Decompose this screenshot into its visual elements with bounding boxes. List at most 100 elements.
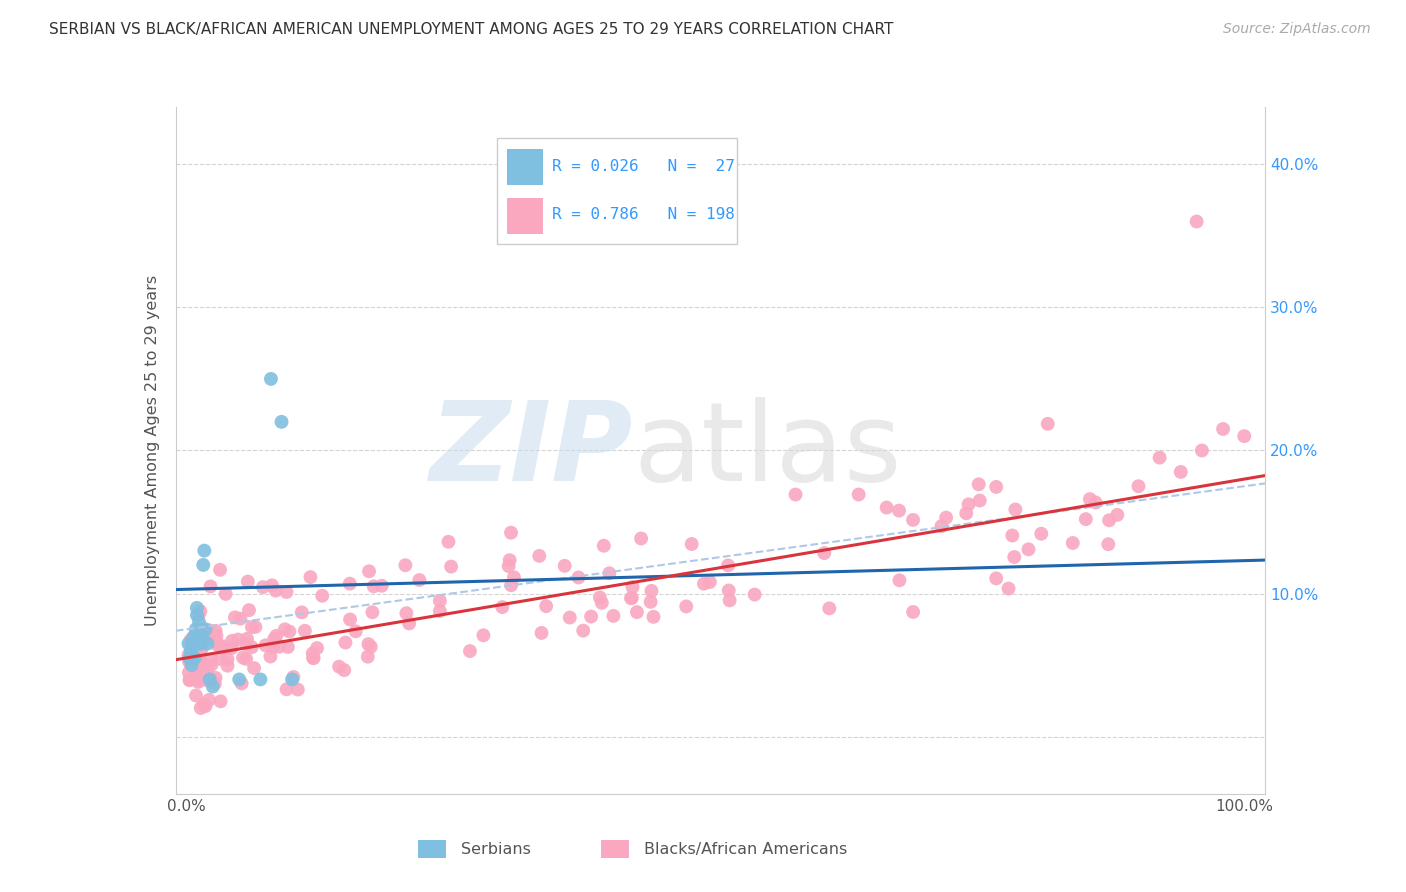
Point <box>270 415 292 429</box>
Point <box>572 624 595 638</box>
Point <box>626 605 648 619</box>
Point <box>217 658 239 673</box>
Point <box>190 623 212 637</box>
Point <box>339 612 361 626</box>
Point <box>1098 513 1121 527</box>
Point <box>177 637 200 651</box>
Point <box>360 640 382 654</box>
Point <box>177 648 200 662</box>
Point <box>967 477 990 491</box>
Point <box>429 604 451 618</box>
Point <box>193 698 215 712</box>
Point <box>180 654 202 668</box>
Point <box>717 583 740 598</box>
Text: atlas: atlas <box>633 397 901 504</box>
Point <box>262 640 284 654</box>
Point <box>1084 495 1107 509</box>
Point <box>245 620 267 634</box>
Point <box>1062 536 1084 550</box>
Point <box>177 665 200 680</box>
Point <box>200 624 222 639</box>
Point <box>1001 528 1024 542</box>
Point <box>228 673 250 687</box>
Point <box>398 616 420 631</box>
Point <box>681 537 703 551</box>
Point <box>240 620 263 634</box>
Point <box>335 635 357 649</box>
Point <box>263 632 285 646</box>
Point <box>217 652 239 666</box>
Point <box>194 699 217 714</box>
Point <box>194 623 217 637</box>
Point <box>184 623 207 637</box>
Point <box>621 580 644 594</box>
Point <box>1036 417 1059 431</box>
Point <box>221 633 243 648</box>
Point <box>283 670 305 684</box>
Text: Blacks/African Americans: Blacks/African Americans <box>644 842 848 856</box>
Point <box>264 629 287 643</box>
Point <box>204 676 226 690</box>
Point <box>503 570 526 584</box>
Point <box>201 680 224 694</box>
Bar <box>419 840 447 858</box>
Point <box>472 628 495 642</box>
Point <box>193 627 215 641</box>
Point <box>567 570 589 584</box>
Point <box>887 503 910 517</box>
Point <box>333 663 356 677</box>
Point <box>876 500 898 515</box>
Point <box>186 652 208 666</box>
Point <box>848 487 870 501</box>
Point <box>529 549 551 563</box>
Point <box>224 610 246 624</box>
Point <box>311 589 333 603</box>
Point <box>188 643 211 657</box>
Point <box>307 641 329 656</box>
Point <box>274 623 297 637</box>
Bar <box>602 840 630 858</box>
Point <box>986 480 1008 494</box>
Point <box>188 637 211 651</box>
Point <box>221 640 243 655</box>
Point <box>785 487 807 501</box>
Point <box>180 644 202 658</box>
Point <box>198 632 221 646</box>
Point <box>184 651 207 665</box>
Point <box>183 630 205 644</box>
Point <box>499 525 522 540</box>
Point <box>643 610 665 624</box>
Point <box>534 599 557 614</box>
Point <box>281 673 304 687</box>
Point <box>630 532 652 546</box>
Point <box>693 576 716 591</box>
Point <box>190 701 212 715</box>
Point <box>179 655 201 669</box>
Point <box>209 563 232 577</box>
Point <box>236 574 259 589</box>
Point <box>181 632 204 647</box>
Point <box>1185 214 1208 228</box>
Point <box>188 615 211 630</box>
Point <box>214 587 236 601</box>
Point <box>260 372 283 386</box>
Point <box>357 649 380 664</box>
Point <box>276 585 298 599</box>
Point <box>276 682 298 697</box>
Point <box>744 588 766 602</box>
Point <box>328 659 350 673</box>
Point <box>957 497 980 511</box>
Point <box>188 673 211 687</box>
Point <box>179 653 201 667</box>
Point <box>209 652 232 666</box>
Point <box>186 632 208 647</box>
Point <box>394 558 416 573</box>
Point <box>1128 479 1150 493</box>
Point <box>361 605 384 619</box>
Point <box>437 534 460 549</box>
Point <box>179 651 201 665</box>
Point <box>1233 429 1256 443</box>
Point <box>344 624 367 639</box>
Point <box>188 604 211 618</box>
Point <box>640 583 662 598</box>
